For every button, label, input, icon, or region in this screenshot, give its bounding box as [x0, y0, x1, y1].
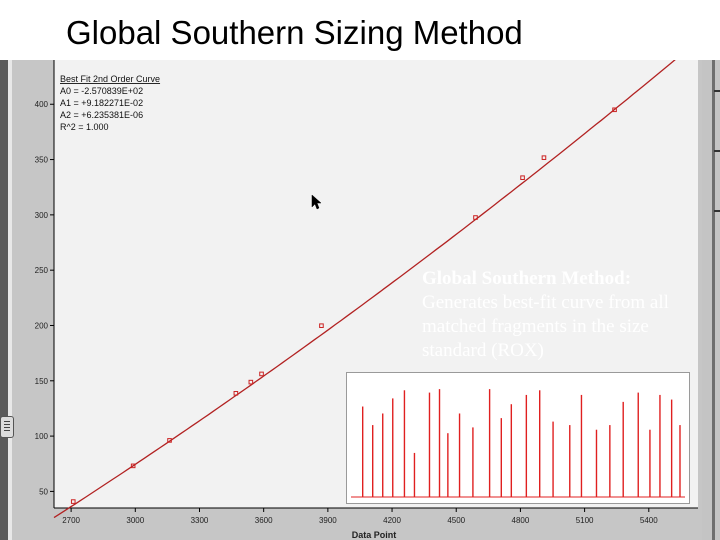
- fragment-point: [130, 463, 136, 469]
- fragment-point: [473, 215, 478, 220]
- y-tick-label: 300: [35, 211, 49, 220]
- scrollbar-tick: [714, 210, 720, 212]
- rox-size-standard-inset: [346, 372, 690, 504]
- scrollbar-tick: [714, 90, 720, 92]
- fit-box-line: A0 = -2.570839E+02: [60, 86, 143, 96]
- x-tick-label: 5100: [576, 516, 594, 525]
- x-tick-label: 3300: [191, 516, 209, 525]
- fit-box-line: R^2 = 1.000: [60, 122, 109, 132]
- fragment-point: [541, 155, 547, 160]
- method-description: Global Southern Method: Generates best-f…: [422, 267, 697, 363]
- window-right-scrollbar[interactable]: [702, 60, 720, 540]
- y-tick-label: 50: [39, 487, 48, 496]
- software-screenshot: 50 100 150 200 250 300 350 400 2700 3000 3300 3600…: [0, 60, 720, 540]
- fragment-point: [612, 107, 617, 113]
- fit-curve-line: [53, 60, 676, 519]
- rox-electropherogram: [351, 389, 685, 498]
- resize-handle-icon[interactable]: [0, 416, 14, 438]
- fragment-point: [259, 371, 264, 377]
- x-tick-label: 4500: [447, 516, 465, 525]
- slide-title: Global Southern Sizing Method: [66, 14, 523, 51]
- scrollbar-tick: [714, 150, 720, 152]
- y-tick-label: 200: [35, 321, 49, 330]
- window-left-frame: [0, 60, 8, 540]
- x-tick-label: 4200: [383, 516, 401, 525]
- x-axis-ticks: 2700 3000 3300 3600 3900 4200 4500 4800 5100 5400: [62, 508, 658, 525]
- x-axis-label: Data Point: [352, 530, 397, 540]
- fragment-point: [70, 499, 76, 504]
- y-tick-label: 350: [35, 156, 49, 165]
- fit-box-line: A2 = +6.235381E-06: [60, 110, 143, 120]
- fit-results-box: Best Fit 2nd Order Curve A0 = -2.570839E…: [60, 74, 160, 132]
- fit-box-heading: Best Fit 2nd Order Curve: [60, 74, 160, 84]
- y-tick-label: 250: [35, 266, 49, 275]
- method-description-body: Generates best-fit curve from all matche…: [422, 292, 669, 361]
- y-axis-ticks: 50 100 150 200 250 300 350 400: [35, 100, 54, 496]
- x-tick-label: 5400: [640, 516, 658, 525]
- scrollbar-track: [712, 60, 715, 540]
- x-tick-label: 3600: [255, 516, 273, 525]
- x-tick-label: 4800: [512, 516, 530, 525]
- x-tick-label: 2700: [62, 516, 80, 525]
- fragment-point: [319, 323, 324, 329]
- window-left-edge: [8, 60, 12, 540]
- y-tick-label: 150: [35, 377, 49, 386]
- y-tick-label: 100: [35, 432, 49, 441]
- fragment-point: [248, 379, 254, 385]
- method-description-heading: Global Southern Method:: [422, 268, 632, 289]
- mouse-cursor-icon: [311, 194, 322, 210]
- fit-box-line: A1 = +9.182271E-02: [60, 98, 143, 108]
- fragment-point: [520, 175, 525, 180]
- y-tick-label: 400: [35, 100, 49, 109]
- fragment-point: [167, 438, 172, 443]
- rox-peaks: [361, 389, 681, 497]
- matched-fragment-points: [70, 107, 617, 504]
- x-tick-label: 3900: [319, 516, 337, 525]
- x-tick-label: 3000: [126, 516, 144, 525]
- fragment-point: [233, 390, 239, 396]
